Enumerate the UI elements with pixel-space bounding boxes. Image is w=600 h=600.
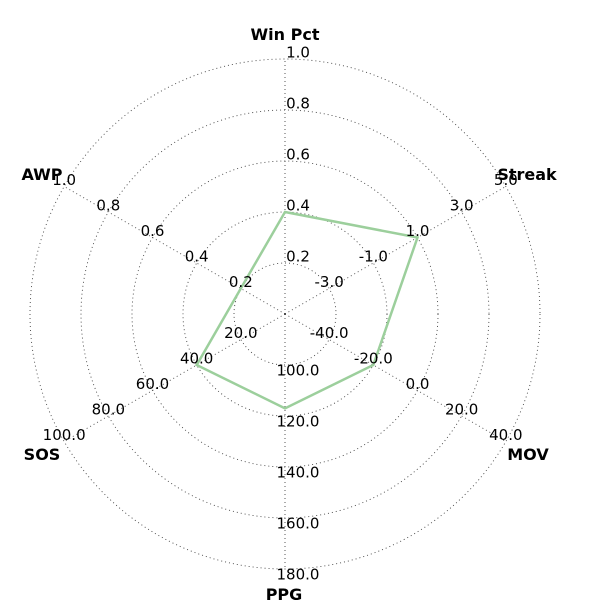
tick-label: 40.0 <box>180 350 213 368</box>
axis-title: AWP <box>21 165 62 184</box>
grid-spoke <box>63 313 286 442</box>
tick-label: 0.2 <box>229 273 253 291</box>
tick-label: 40.0 <box>489 426 522 444</box>
grid-spoke <box>284 186 507 315</box>
axis-title: PPG <box>266 585 303 600</box>
tick-label: 0.0 <box>406 375 430 393</box>
tick-label: 0.8 <box>96 197 120 215</box>
tick-label: 0.2 <box>286 248 310 266</box>
tick-label: 1.0 <box>406 222 430 240</box>
tick-label: -1.0 <box>359 248 388 266</box>
tick-label: 0.4 <box>185 248 209 266</box>
tick-label: 180.0 <box>277 566 320 584</box>
tick-label: 20.0 <box>445 401 478 419</box>
tick-label: 80.0 <box>92 401 125 419</box>
tick-label: -40.0 <box>310 324 349 342</box>
tick-label: 60.0 <box>136 375 169 393</box>
tick-label: 1.0 <box>286 44 310 62</box>
tick-label: 140.0 <box>277 464 320 482</box>
axis-title: MOV <box>507 445 549 464</box>
tick-label: 120.0 <box>277 413 320 431</box>
tick-label: -3.0 <box>315 273 344 291</box>
radar-series <box>194 210 420 410</box>
tick-label: 0.6 <box>141 222 165 240</box>
axis-title: SOS <box>24 445 61 464</box>
tick-label: 0.8 <box>286 95 310 113</box>
tick-label: 3.0 <box>450 197 474 215</box>
grid-ring <box>182 211 388 417</box>
tick-label: 100.0 <box>43 426 86 444</box>
grid-ring <box>29 58 541 570</box>
tick-label: 160.0 <box>277 515 320 533</box>
tick-label: 1.0 <box>52 171 76 189</box>
grid-spoke <box>63 186 286 315</box>
tick-labels: 0.2 0.4 0.6 0.8 1.0 -3.0 -1.0 1.0 3.0 5.0 -40.0 -20… <box>43 44 523 584</box>
axis-titles: Win Pct Streak MOV PPG SOS AWP <box>21 25 557 600</box>
axis-title: Win Pct <box>251 25 320 44</box>
tick-label: 0.6 <box>286 146 310 164</box>
tick-label: 100.0 <box>277 362 320 380</box>
grid-spoke <box>284 313 507 442</box>
tick-label: -20.0 <box>354 350 393 368</box>
tick-label: 20.0 <box>224 324 257 342</box>
radar-grid <box>29 58 541 570</box>
tick-label: 5.0 <box>494 171 518 189</box>
center-point <box>284 313 286 315</box>
grid-ring <box>233 262 337 366</box>
tick-label: 0.4 <box>286 197 310 215</box>
axis-title: Streak <box>497 165 557 184</box>
